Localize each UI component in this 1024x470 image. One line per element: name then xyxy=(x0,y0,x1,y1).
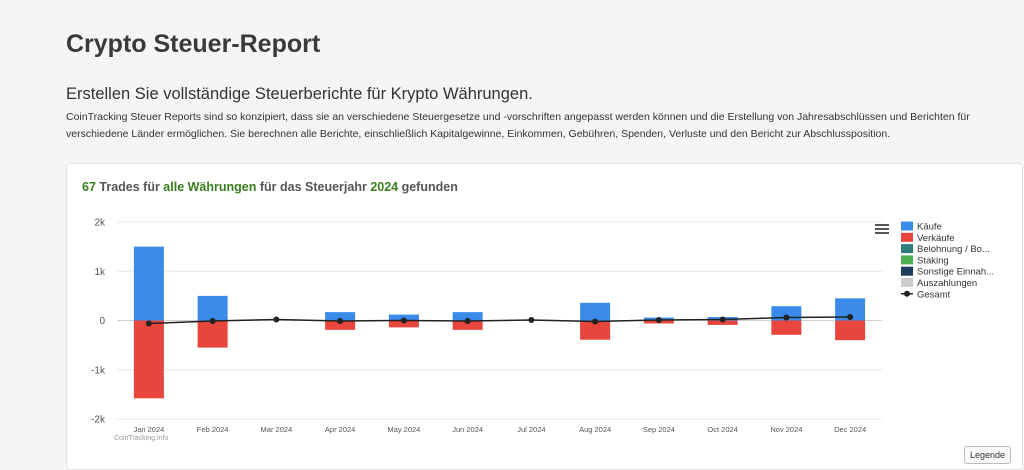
x-tick-label: Aug 2024 xyxy=(579,425,611,434)
bars xyxy=(133,246,866,399)
x-tick-label: Oct 2024 xyxy=(707,425,737,434)
legend-swatch xyxy=(901,244,913,254)
legend-swatch xyxy=(901,255,913,265)
total-point[interactable] xyxy=(783,314,790,321)
legend-item-label[interactable]: Gesamt xyxy=(917,289,951,300)
y-tick-label: 2k xyxy=(94,218,106,229)
card-title: 67 Trades für alle Währungen für das Ste… xyxy=(82,180,458,194)
bar[interactable] xyxy=(835,320,866,341)
total-point[interactable] xyxy=(847,314,854,321)
credit-label: CoinTracking.info xyxy=(114,435,168,442)
total-point[interactable] xyxy=(592,318,599,325)
total-point[interactable] xyxy=(464,317,471,324)
legend-item-label[interactable]: Auszahlungen xyxy=(917,278,977,289)
bar[interactable] xyxy=(580,302,611,321)
tax-chart: 2k 1k 0 -1k -2k Jan 2024 Feb 2024 Mar 2024 Apr … xyxy=(91,218,994,443)
bar[interactable] xyxy=(133,246,164,321)
page-subtitle: Erstellen Sie vollständige Steuerbericht… xyxy=(66,85,533,103)
total-line xyxy=(145,314,854,327)
x-axis: Jan 2024 Feb 2024 Mar 2024 Apr 2024 May 2024… xyxy=(133,425,866,434)
total-point[interactable] xyxy=(145,320,152,327)
x-tick-label: Jan 2024 xyxy=(133,425,164,434)
bar[interactable] xyxy=(771,320,802,335)
legend-item-label[interactable]: Käufe xyxy=(917,222,942,233)
total-point[interactable] xyxy=(528,317,535,324)
page-title: Crypto Steuer-Report xyxy=(66,30,321,58)
legend-swatch xyxy=(901,232,913,242)
y-axis: 2k 1k 0 -1k -2k xyxy=(91,218,106,426)
legend-swatch xyxy=(901,221,913,231)
legend-item-label[interactable]: Staking xyxy=(917,255,949,266)
total-point[interactable] xyxy=(400,317,407,324)
x-tick-label: Jul 2024 xyxy=(517,425,545,434)
currency-filter: alle Währungen xyxy=(163,180,257,194)
bar[interactable] xyxy=(197,295,228,321)
y-tick-label: 0 xyxy=(99,316,105,327)
trades-label: Trades für xyxy=(95,180,164,194)
bar[interactable] xyxy=(452,320,483,330)
tax-year: 2024 xyxy=(370,180,399,194)
total-point[interactable] xyxy=(337,317,344,324)
year-label: für das Steuerjahr xyxy=(256,180,371,194)
x-tick-label: Jun 2024 xyxy=(452,425,483,434)
x-tick-label: Dec 2024 xyxy=(834,425,866,434)
total-point[interactable] xyxy=(655,317,662,324)
page-description: CoinTracking Steuer Reports sind so konz… xyxy=(66,111,970,140)
chart-card: 67 Trades für alle Währungen für das Ste… xyxy=(66,163,1023,470)
total-line-path xyxy=(148,316,851,325)
bar[interactable] xyxy=(325,312,356,321)
legend-button[interactable]: Legende xyxy=(964,446,1012,464)
total-point[interactable] xyxy=(273,316,280,323)
legend-marker-dot xyxy=(904,290,910,297)
y-tick-label: 1k xyxy=(94,267,106,278)
x-tick-label: Apr 2024 xyxy=(325,425,355,434)
y-tick-label: -2k xyxy=(91,415,106,426)
legend-swatch xyxy=(901,266,913,276)
legend-item-label[interactable]: Sonstige Einnah... xyxy=(917,267,994,278)
bar[interactable] xyxy=(452,312,483,321)
bar[interactable] xyxy=(580,320,611,340)
bar[interactable] xyxy=(325,320,356,330)
legend-item-label[interactable]: Belohnung / Bo... xyxy=(917,244,990,255)
legend-item-label[interactable]: Verkäufe xyxy=(917,233,955,244)
trade-count: 67 xyxy=(82,180,96,194)
bar[interactable] xyxy=(133,320,164,399)
bar[interactable] xyxy=(197,320,228,348)
found-label: gefunden xyxy=(398,180,458,194)
menu-icon[interactable] xyxy=(875,224,889,234)
x-tick-label: Feb 2024 xyxy=(197,425,229,434)
bar[interactable] xyxy=(707,320,738,325)
legend-swatch xyxy=(901,278,913,287)
total-point[interactable] xyxy=(209,317,216,324)
x-tick-label: Nov 2024 xyxy=(770,425,802,434)
y-tick-label: -1k xyxy=(91,365,106,376)
x-tick-label: Sep 2024 xyxy=(643,425,675,434)
total-point[interactable] xyxy=(719,316,726,323)
x-tick-label: May 2024 xyxy=(387,425,420,434)
x-tick-label: Mar 2024 xyxy=(261,425,293,434)
bar[interactable] xyxy=(835,298,866,321)
bar[interactable] xyxy=(388,320,419,328)
